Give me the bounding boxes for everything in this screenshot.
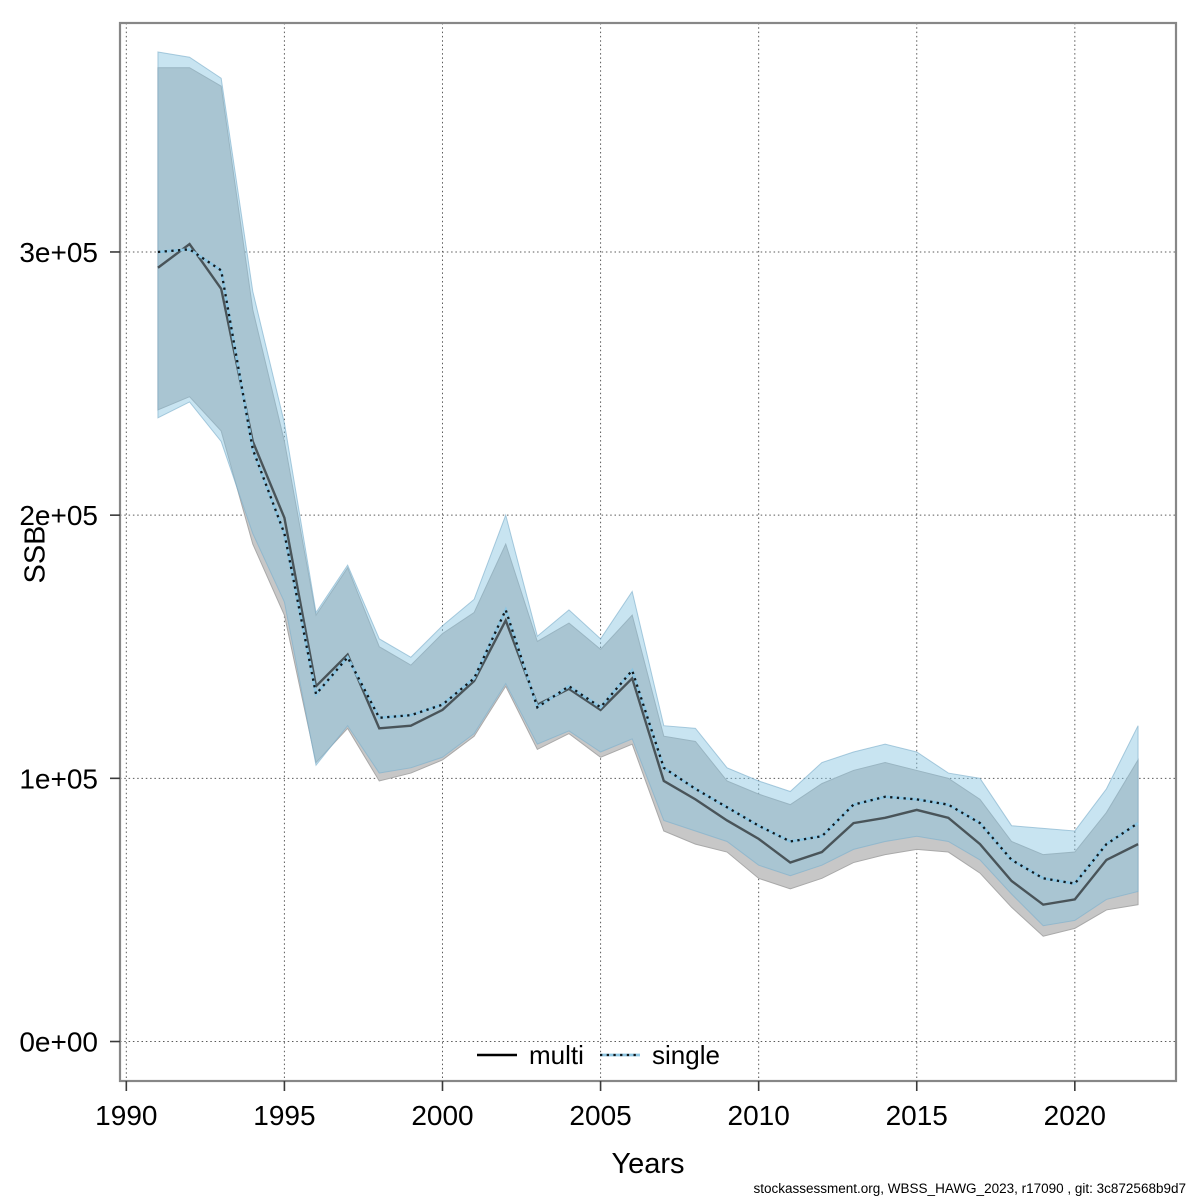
x-tick-label: 2020	[1044, 1100, 1106, 1131]
y-tick-label: 0e+00	[19, 1027, 98, 1058]
y-tick-label: 3e+05	[19, 237, 98, 268]
x-tick-label: 1995	[253, 1100, 315, 1131]
legend-single-label: single	[652, 1040, 720, 1070]
y-axis-label: SSB	[19, 525, 52, 584]
single-line-dashes	[157, 248, 1139, 885]
x-tick-label: 2005	[569, 1100, 631, 1131]
single-confidence-band	[157, 51, 1139, 927]
y-tick-label: 1e+05	[19, 763, 98, 794]
multi-confidence-band	[157, 67, 1139, 937]
x-tick-label: 2015	[886, 1100, 948, 1131]
x-tick-label: 2010	[728, 1100, 790, 1131]
x-tick-label: 2000	[411, 1100, 473, 1131]
plot-border	[118, 21, 1178, 1083]
multi-line	[157, 242, 1139, 906]
y-tick-label: 2e+05	[19, 500, 98, 531]
legend-multi-label: multi	[529, 1040, 584, 1070]
footer-text: stockassessment.org, WBSS_HAWG_2023, r17…	[753, 1181, 1187, 1196]
x-axis-label: Years	[611, 1148, 685, 1180]
x-tick-label: 1990	[95, 1100, 157, 1131]
